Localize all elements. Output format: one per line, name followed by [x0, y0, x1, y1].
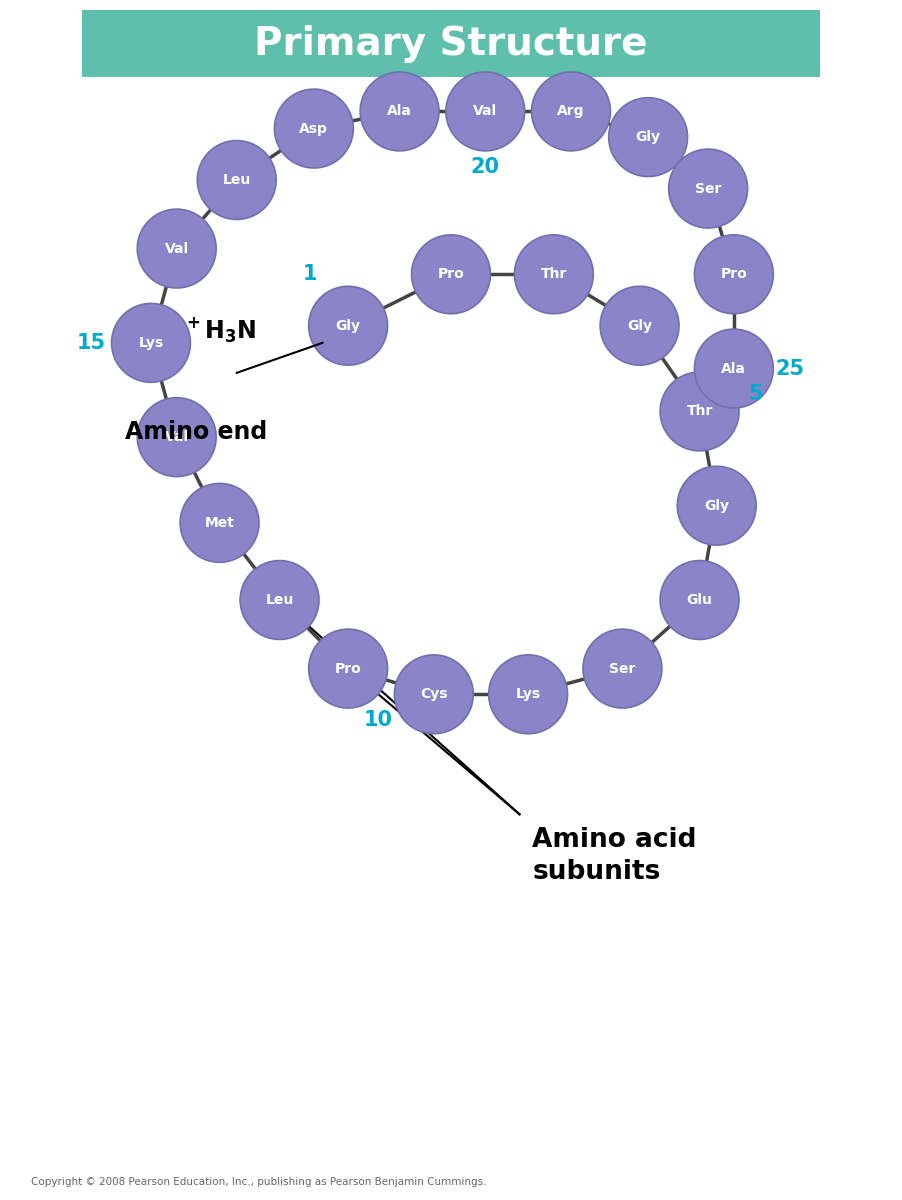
Text: 20: 20	[471, 157, 500, 178]
Text: Cys: Cys	[420, 688, 447, 701]
Text: Gly: Gly	[627, 319, 652, 332]
Circle shape	[394, 655, 474, 733]
Circle shape	[360, 72, 439, 151]
Text: Val: Val	[474, 104, 497, 119]
Text: Leu: Leu	[265, 593, 294, 607]
Text: Ala: Ala	[722, 361, 746, 376]
Circle shape	[677, 467, 756, 545]
Circle shape	[668, 149, 748, 228]
Text: Gly: Gly	[704, 499, 729, 512]
FancyBboxPatch shape	[82, 11, 820, 77]
Text: Arg: Arg	[557, 104, 584, 119]
Circle shape	[112, 304, 190, 383]
Text: Lys: Lys	[516, 688, 540, 701]
Circle shape	[489, 655, 567, 733]
Circle shape	[137, 209, 216, 288]
Text: Copyright © 2008 Pearson Education, Inc., publishing as Pearson Benjamin Cumming: Copyright © 2008 Pearson Education, Inc.…	[31, 1177, 486, 1187]
Text: Met: Met	[205, 516, 235, 530]
Circle shape	[446, 72, 525, 151]
Circle shape	[240, 560, 319, 640]
Circle shape	[514, 235, 594, 313]
Circle shape	[583, 629, 662, 708]
Text: Ala: Ala	[387, 104, 412, 119]
Text: Ser: Ser	[609, 661, 636, 676]
Text: Val: Val	[165, 241, 189, 256]
Text: Amino end: Amino end	[125, 420, 268, 444]
Text: Pro: Pro	[335, 661, 362, 676]
Text: 25: 25	[775, 359, 805, 378]
Circle shape	[695, 235, 773, 313]
Text: Gly: Gly	[336, 319, 361, 332]
Text: Amino acid
subunits: Amino acid subunits	[532, 827, 697, 886]
Circle shape	[308, 629, 388, 708]
Circle shape	[411, 235, 491, 313]
Text: Ser: Ser	[695, 181, 722, 196]
Text: 10: 10	[364, 710, 392, 730]
Text: Leu: Leu	[223, 173, 251, 187]
Text: Gly: Gly	[636, 130, 660, 144]
Text: Pro: Pro	[721, 268, 747, 281]
Text: 1: 1	[302, 264, 317, 284]
Text: Glu: Glu	[686, 593, 713, 607]
Text: Val: Val	[165, 430, 189, 444]
Text: Thr: Thr	[540, 268, 567, 281]
Circle shape	[660, 372, 739, 451]
Text: $\mathbf{^+H_3N}$: $\mathbf{^+H_3N}$	[183, 316, 256, 344]
Circle shape	[274, 89, 354, 168]
Circle shape	[180, 484, 259, 563]
Text: 15: 15	[77, 332, 106, 353]
Text: 5: 5	[748, 384, 762, 404]
Circle shape	[609, 97, 687, 176]
Circle shape	[137, 397, 216, 476]
Circle shape	[600, 287, 679, 365]
Circle shape	[198, 140, 276, 220]
Text: Primary Structure: Primary Structure	[254, 25, 648, 62]
Text: Pro: Pro	[437, 268, 465, 281]
Text: Thr: Thr	[686, 404, 713, 419]
Text: Asp: Asp	[299, 121, 328, 136]
Circle shape	[695, 329, 773, 408]
Circle shape	[308, 287, 388, 365]
Text: Lys: Lys	[138, 336, 163, 350]
Circle shape	[660, 560, 739, 640]
Circle shape	[531, 72, 611, 151]
